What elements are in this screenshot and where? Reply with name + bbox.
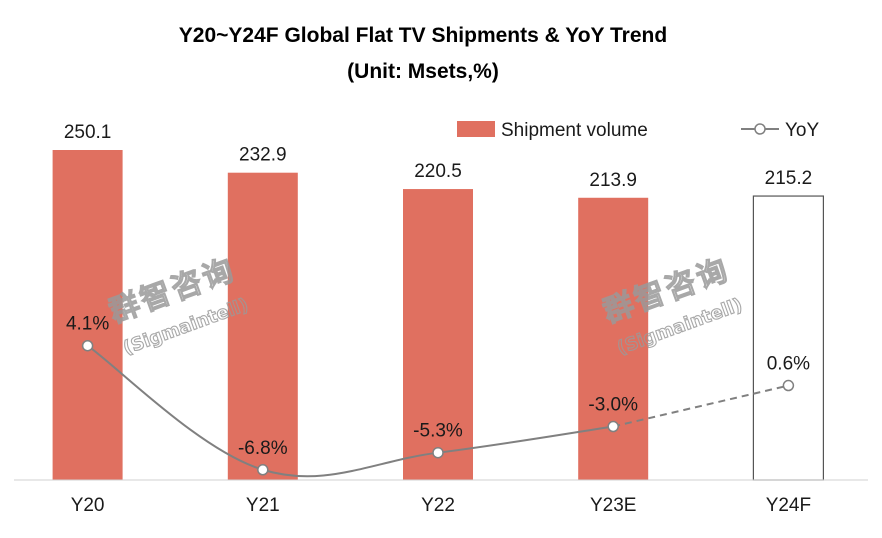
x-tick-label-y20: Y20 (71, 495, 105, 516)
yoy-point-y24f (782, 379, 795, 392)
legend-label-yoy: YoY (785, 120, 819, 141)
legend-swatch-yoy-marker (754, 123, 766, 135)
bar-value-label-y21: 232.9 (239, 145, 287, 166)
x-tick-label-y21: Y21 (246, 495, 280, 516)
yoy-point-y23e (607, 420, 619, 433)
legend-label-shipment-volume: Shipment volume (501, 120, 648, 141)
yoy-value-label-y23e: -3.0% (588, 395, 638, 416)
bar-y21 (227, 172, 298, 480)
yoy-point-y21 (257, 464, 269, 476)
bar-y24f (752, 195, 825, 481)
yoy-value-label-y21: -6.8% (238, 438, 288, 459)
chart-subtitle: (Unit: Msets,%) (347, 60, 499, 83)
legend: Shipment volume YoY (457, 120, 819, 141)
yoy-point-y22 (432, 446, 444, 459)
bar-y23e (578, 197, 649, 480)
bar-value-label-y20: 250.1 (64, 122, 112, 143)
bar-series: 250.1 232.9 220.5 213.9 215.2 (52, 122, 825, 481)
bar-value-label-y24f: 215.2 (765, 168, 813, 189)
legend-swatch-shipment-volume (457, 121, 495, 137)
yoy-value-label-y22: -5.3% (413, 421, 463, 442)
bar-value-label-y22: 220.5 (414, 161, 462, 182)
x-tick-label-y24f: Y24F (766, 495, 811, 516)
yoy-value-label-y24f: 0.6% (767, 354, 810, 375)
x-tick-label-y22: Y22 (421, 495, 455, 516)
x-tick-label-y23e: Y23E (590, 495, 636, 516)
yoy-line-solid (87, 344, 614, 478)
bar-y22 (403, 189, 473, 480)
bar-y20 (52, 150, 123, 480)
x-axis-labels: Y20 Y21 Y22 Y23E Y24F (71, 495, 811, 516)
bar-value-label-y23e: 213.9 (589, 170, 637, 191)
yoy-line-series: 4.1% -6.8% -5.3% -3.0% 0.6% (66, 314, 810, 478)
yoy-point-y20 (81, 339, 94, 352)
yoy-value-label-y20: 4.1% (66, 314, 109, 335)
yoy-line-forecast-dashed (612, 384, 789, 428)
chart-title: Y20~Y24F Global Flat TV Shipments & YoY … (179, 24, 667, 47)
